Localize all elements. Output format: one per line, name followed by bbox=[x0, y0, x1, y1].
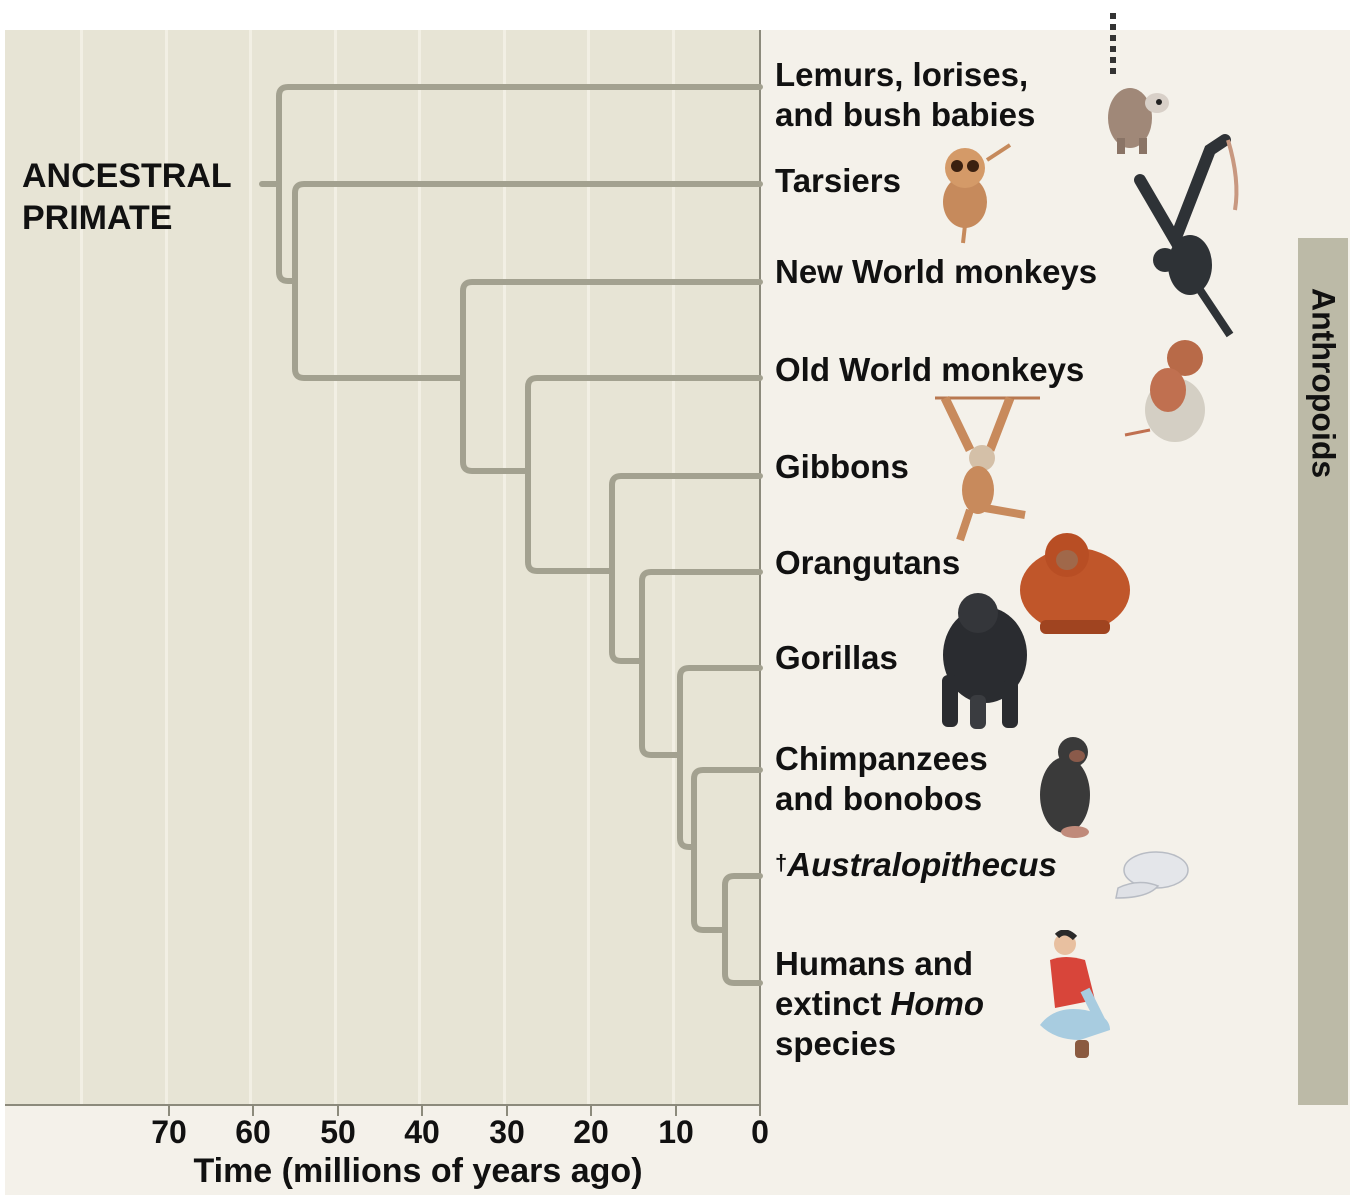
branch-new-world bbox=[460, 279, 763, 474]
x-tick-10: 10 bbox=[658, 1114, 694, 1150]
x-tick-0: 0 bbox=[751, 1114, 769, 1150]
root-label: ANCESTRAL PRIMATE bbox=[22, 157, 232, 237]
gibbon-icon bbox=[935, 396, 1040, 542]
x-tick-30: 30 bbox=[489, 1114, 525, 1150]
gridline bbox=[672, 30, 675, 1105]
x-tick-70: 70 bbox=[151, 1114, 187, 1150]
taxon-lemurs: Lemurs, lorises, and bush babies bbox=[775, 56, 1036, 133]
taxon-chimpanzees: Chimpanzees and bonobos bbox=[775, 740, 988, 817]
taxon-gorillas: Gorillas bbox=[775, 639, 898, 676]
old-world-monkey-icon bbox=[1124, 340, 1205, 442]
spider-monkey-icon bbox=[1134, 134, 1239, 338]
x-tick-20: 20 bbox=[573, 1114, 609, 1150]
branch-old-world bbox=[525, 375, 763, 574]
orangutan-icon bbox=[1020, 533, 1130, 634]
x-tick-40: 40 bbox=[404, 1114, 440, 1150]
gorilla-icon bbox=[942, 593, 1027, 729]
x-axis-line bbox=[5, 1104, 761, 1106]
x-axis-label: Time (millions of years ago) bbox=[193, 1152, 643, 1190]
skull-icon bbox=[1115, 851, 1189, 899]
branch-tarsiers bbox=[292, 181, 763, 381]
taxon-old-world-monkeys: Old World monkeys bbox=[775, 351, 1085, 388]
taxon-orangutans: Orangutans bbox=[775, 544, 961, 581]
gridline bbox=[503, 30, 506, 1105]
chimpanzee-icon bbox=[1040, 737, 1090, 838]
gridline bbox=[334, 30, 337, 1105]
x-tick-50: 50 bbox=[320, 1114, 356, 1150]
branch-gibbons bbox=[609, 473, 763, 664]
tarsier-icon bbox=[943, 143, 1012, 244]
present-line bbox=[759, 30, 761, 1106]
branch-chimps bbox=[691, 767, 763, 933]
taxon-tarsiers: Tarsiers bbox=[775, 162, 901, 199]
anthropoids-label: Anthropoids bbox=[1305, 288, 1342, 479]
gridline bbox=[418, 30, 421, 1105]
anthropoids-bracket bbox=[1298, 238, 1348, 1105]
taxon-gibbons: Gibbons bbox=[775, 448, 909, 485]
branch-gorillas bbox=[677, 665, 763, 850]
branch-orangutans bbox=[639, 569, 763, 758]
extinct-dagger-icon: † bbox=[775, 850, 788, 875]
gridline bbox=[80, 30, 83, 1105]
taxon-australopithecus: †Australopithecus bbox=[775, 846, 1057, 883]
gridline bbox=[165, 30, 168, 1105]
taxon-new-world-monkeys: New World monkeys bbox=[775, 253, 1098, 290]
gridline bbox=[587, 30, 590, 1105]
gridline bbox=[249, 30, 252, 1105]
branch-australopithecus bbox=[722, 873, 763, 986]
taxon-humans: Humans and extinct Homo species bbox=[775, 945, 985, 1062]
time-plot-area bbox=[5, 30, 760, 1105]
human-icon bbox=[1040, 930, 1110, 1058]
x-tick-60: 60 bbox=[235, 1114, 271, 1150]
lemur-icon bbox=[1108, 13, 1169, 154]
